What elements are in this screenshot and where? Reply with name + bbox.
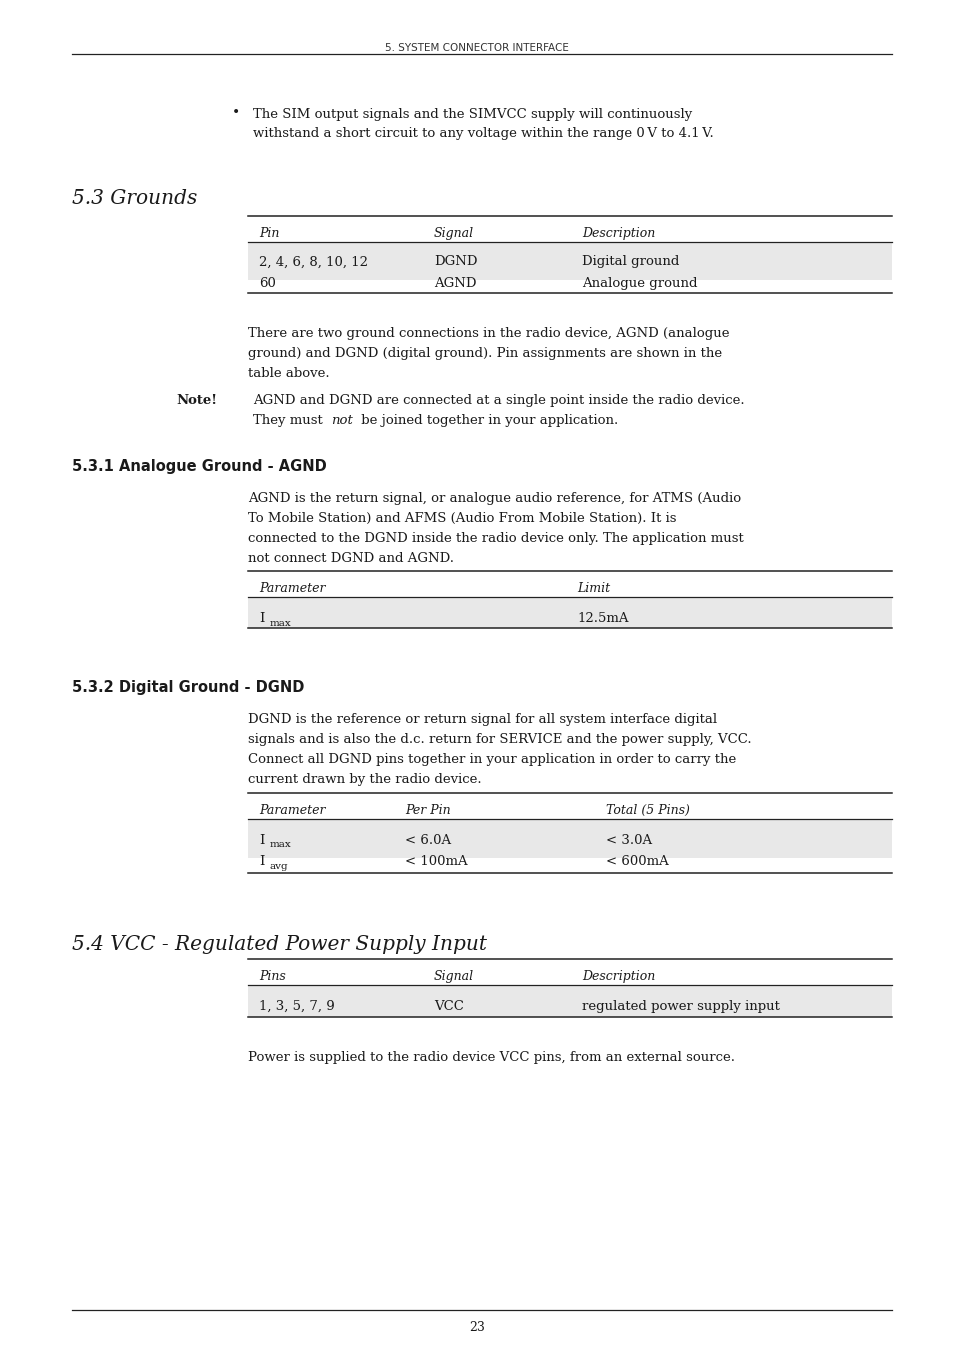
- Text: Total (5 Pins): Total (5 Pins): [605, 804, 689, 817]
- Text: Signal: Signal: [434, 227, 474, 240]
- Text: signals and is also the d.c. return for SERVICE and the power supply, VCC.: signals and is also the d.c. return for …: [248, 734, 751, 746]
- Text: max: max: [270, 619, 292, 628]
- Text: < 100mA: < 100mA: [405, 855, 468, 869]
- Text: not: not: [331, 415, 353, 427]
- Text: Note!: Note!: [176, 394, 217, 408]
- Text: avg: avg: [270, 862, 289, 871]
- Text: Pin: Pin: [259, 227, 279, 240]
- Text: 12.5mA: 12.5mA: [577, 612, 628, 626]
- Text: Signal: Signal: [434, 970, 474, 984]
- Text: 5. SYSTEM CONNECTOR INTERFACE: 5. SYSTEM CONNECTOR INTERFACE: [385, 43, 568, 53]
- Text: I: I: [259, 612, 265, 626]
- Bar: [248, 242, 891, 280]
- Text: current drawn by the radio device.: current drawn by the radio device.: [248, 773, 481, 786]
- Text: 2, 4, 6, 8, 10, 12: 2, 4, 6, 8, 10, 12: [259, 255, 368, 269]
- Text: Analogue ground: Analogue ground: [581, 277, 697, 290]
- Bar: [248, 597, 891, 628]
- Text: Limit: Limit: [577, 582, 610, 596]
- Text: table above.: table above.: [248, 367, 330, 380]
- Text: not connect DGND and AGND.: not connect DGND and AGND.: [248, 551, 454, 565]
- Text: 5.3.1 Analogue Ground - AGND: 5.3.1 Analogue Ground - AGND: [71, 459, 326, 474]
- Text: •: •: [232, 105, 240, 119]
- Text: 60: 60: [259, 277, 276, 290]
- Text: 5.4 VCC - Regulated Power Supply Input: 5.4 VCC - Regulated Power Supply Input: [71, 935, 486, 954]
- Text: < 6.0A: < 6.0A: [405, 834, 451, 847]
- Text: 5.3.2 Digital Ground - DGND: 5.3.2 Digital Ground - DGND: [71, 680, 304, 694]
- Text: The SIM output signals and the SIMVCC supply will continuously: The SIM output signals and the SIMVCC su…: [253, 108, 691, 122]
- Text: Parameter: Parameter: [259, 804, 326, 817]
- Text: DGND: DGND: [434, 255, 477, 269]
- Text: Power is supplied to the radio device VCC pins, from an external source.: Power is supplied to the radio device VC…: [248, 1051, 734, 1065]
- Text: 23: 23: [469, 1321, 484, 1335]
- Text: AGND is the return signal, or analogue audio reference, for ATMS (Audio: AGND is the return signal, or analogue a…: [248, 492, 740, 505]
- Text: max: max: [270, 840, 292, 850]
- Text: connected to the DGND inside the radio device only. The application must: connected to the DGND inside the radio d…: [248, 532, 743, 544]
- Text: AGND: AGND: [434, 277, 476, 290]
- Text: VCC: VCC: [434, 1000, 463, 1013]
- Text: Per Pin: Per Pin: [405, 804, 451, 817]
- Text: Connect all DGND pins together in your application in order to carry the: Connect all DGND pins together in your a…: [248, 754, 736, 766]
- Text: There are two ground connections in the radio device, AGND (analogue: There are two ground connections in the …: [248, 327, 729, 340]
- Bar: [248, 985, 891, 1017]
- Text: DGND is the reference or return signal for all system interface digital: DGND is the reference or return signal f…: [248, 713, 717, 727]
- Text: I: I: [259, 855, 265, 869]
- Text: I: I: [259, 834, 265, 847]
- Text: Pins: Pins: [259, 970, 286, 984]
- Text: Description: Description: [581, 970, 655, 984]
- Text: 5.3 Grounds: 5.3 Grounds: [71, 189, 196, 208]
- Text: AGND and DGND are connected at a single point inside the radio device.: AGND and DGND are connected at a single …: [253, 394, 743, 408]
- Text: Parameter: Parameter: [259, 582, 326, 596]
- Text: Digital ground: Digital ground: [581, 255, 679, 269]
- Text: be joined together in your application.: be joined together in your application.: [356, 415, 618, 427]
- Text: < 3.0A: < 3.0A: [605, 834, 651, 847]
- Text: 1, 3, 5, 7, 9: 1, 3, 5, 7, 9: [259, 1000, 335, 1013]
- Text: Description: Description: [581, 227, 655, 240]
- Text: They must: They must: [253, 415, 327, 427]
- Text: withstand a short circuit to any voltage within the range 0 V to 4.1 V.: withstand a short circuit to any voltage…: [253, 127, 713, 141]
- Bar: [248, 819, 891, 858]
- Text: To Mobile Station) and AFMS (Audio From Mobile Station). It is: To Mobile Station) and AFMS (Audio From …: [248, 512, 676, 524]
- Text: ground) and DGND (digital ground). Pin assignments are shown in the: ground) and DGND (digital ground). Pin a…: [248, 347, 721, 359]
- Text: regulated power supply input: regulated power supply input: [581, 1000, 779, 1013]
- Text: < 600mA: < 600mA: [605, 855, 668, 869]
